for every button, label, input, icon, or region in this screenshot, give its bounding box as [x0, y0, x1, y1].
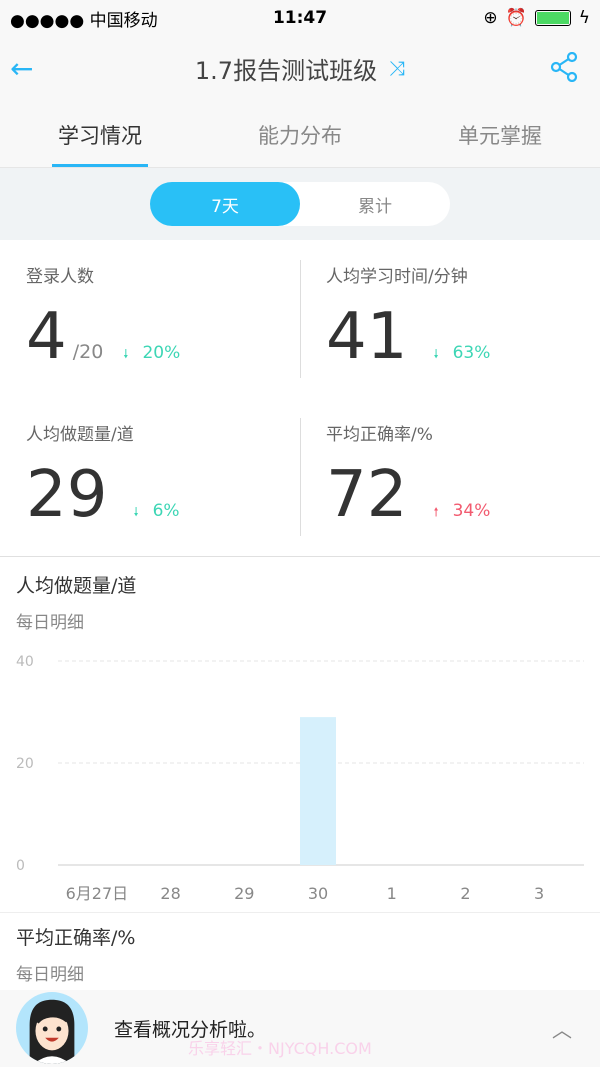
x-tick-label: 3	[534, 884, 544, 903]
trend-value: 20%	[142, 343, 181, 363]
share-icon[interactable]	[550, 51, 578, 86]
avatar	[16, 992, 88, 1064]
x-tick-label: 29	[234, 884, 254, 903]
chevron-up-icon[interactable]: ︿	[552, 1018, 572, 1042]
status-icons: ⊕ ⏰ ϟ	[483, 8, 590, 28]
assistant-bubble[interactable]: 查看概况分析啦。 ︿	[0, 990, 600, 1067]
charging-icon: ϟ	[578, 8, 590, 28]
y-tick-label: 40	[16, 654, 34, 670]
accuracy-section: 平均正确率/% 每日明细	[0, 913, 600, 995]
chart-subtitle: 每日明细	[16, 613, 84, 633]
alarm-icon: ⏰	[505, 8, 527, 28]
bar	[300, 717, 336, 865]
stat-label: 平均正确率/%	[326, 425, 433, 445]
x-tick-label: 28	[160, 884, 180, 903]
stat-trend: 🠗 6%	[133, 501, 179, 524]
stat-value: 29	[26, 458, 108, 532]
stat-card: 人均学习时间/分钟 41 🠗 63%	[300, 240, 600, 398]
stat-trend: 🠗 20%	[123, 343, 180, 366]
y-tick-label: 0	[16, 858, 25, 874]
trend-value: 6%	[152, 501, 180, 521]
x-tick-label: 1	[387, 884, 397, 903]
stat-value: 72	[326, 458, 408, 532]
x-tick-label: 6月27日	[66, 884, 129, 903]
arrow-up-icon: 🠕	[433, 505, 439, 519]
switch-class-icon[interactable]: ⤨	[389, 56, 406, 80]
trend-value: 34%	[452, 501, 491, 521]
stat-label: 登录人数	[26, 267, 94, 287]
section-subtitle: 每日明细	[16, 965, 84, 985]
arrow-down-icon: 🠗	[433, 347, 439, 361]
watermark: 乐享轻汇・NJYCQH.COM	[188, 1039, 372, 1058]
x-tick-label: 2	[460, 884, 470, 903]
bar-chart: 0 20 40 6月27日 28 29 30 1 2 3	[16, 654, 584, 903]
stat-card: 登录人数 4 /20 🠗 20%	[0, 240, 300, 398]
stat-total: /20	[72, 341, 104, 363]
arrow-down-icon: 🠗	[123, 347, 129, 361]
stat-card: 平均正确率/% 72 🠕 34%	[300, 398, 600, 556]
carrier: ●●●●● 中国移动	[10, 10, 158, 31]
section-title: 平均正确率/%	[16, 927, 136, 949]
stat-card: 人均做题量/道 29 🠗 6%	[0, 398, 300, 556]
stats-grid: 登录人数 4 /20 🠗 20% 人均学习时间/分钟 41 🠗 63% 人均做题量/道 …	[0, 240, 600, 557]
bubble-text: 查看概况分析啦。	[114, 1019, 267, 1041]
tab-bar: 学习情况 能力分布 单元掌握	[0, 100, 600, 168]
arrow-down-icon: 🠗	[133, 505, 139, 519]
rotation-lock-icon: ⊕	[483, 8, 498, 28]
chart-section: 人均做题量/道 每日明细 0 20 40 6月27日 28 29 30 1 2 3	[0, 557, 600, 913]
stat-label: 人均学习时间/分钟	[326, 267, 468, 287]
tab-study[interactable]: 学习情况	[0, 100, 200, 167]
nav-bar: ← 1.7报告测试班级 ⤨	[0, 36, 600, 100]
stat-label: 人均做题量/道	[26, 425, 134, 445]
x-tick-label: 30	[308, 884, 328, 903]
period-selector: 7天 累计	[0, 168, 600, 240]
tab-unit[interactable]: 单元掌握	[458, 124, 542, 148]
stat-value: 41	[326, 300, 408, 374]
y-tick-label: 20	[16, 756, 34, 772]
tab-ability[interactable]: 能力分布	[258, 124, 342, 148]
stat-trend: 🠕 34%	[433, 501, 490, 524]
stat-trend: 🠗 63%	[433, 343, 490, 366]
segment-7days[interactable]: 7天	[150, 182, 300, 226]
clock: 11:47	[272, 8, 328, 28]
chart-title: 人均做题量/道	[16, 575, 137, 597]
status-bar: ●●●●● 中国移动 11:47 ⊕ ⏰ ϟ	[0, 0, 600, 36]
page-title: 1.7报告测试班级	[194, 56, 378, 85]
stat-value: 4	[26, 300, 67, 374]
trend-value: 63%	[452, 343, 491, 363]
segment-total[interactable]: 累计	[358, 196, 392, 217]
back-arrow-icon[interactable]: ←	[10, 52, 34, 85]
battery-icon	[534, 10, 571, 26]
